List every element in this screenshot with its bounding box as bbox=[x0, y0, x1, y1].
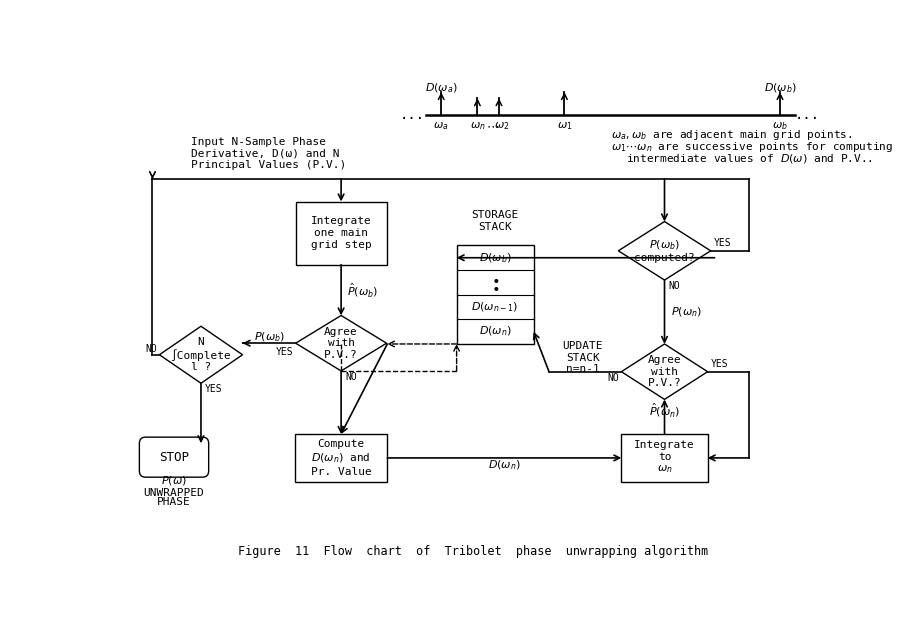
Text: intermediate values of $D(\omega)$ and P.V..: intermediate values of $D(\omega)$ and P… bbox=[626, 152, 873, 165]
Text: $D(\omega_b)$: $D(\omega_b)$ bbox=[763, 82, 796, 95]
Text: $\hat{P}(\omega_n)$: $\hat{P}(\omega_n)$ bbox=[649, 401, 680, 419]
Text: PHASE: PHASE bbox=[157, 497, 191, 507]
Text: $D(\omega_a)$: $D(\omega_a)$ bbox=[425, 82, 457, 95]
Bar bbox=[296, 201, 386, 265]
Text: $D(\omega_n)$: $D(\omega_n)$ bbox=[488, 459, 521, 472]
Text: Agree
with
P.V.?: Agree with P.V.? bbox=[648, 355, 681, 388]
Text: $P(\omega_b)$
computed?: $P(\omega_b)$ computed? bbox=[634, 238, 695, 263]
Text: ...: ... bbox=[796, 108, 821, 122]
Bar bbox=[295, 434, 387, 482]
Text: YES: YES bbox=[711, 359, 728, 369]
Text: STORAGE
STACK: STORAGE STACK bbox=[471, 210, 518, 231]
Text: YES: YES bbox=[714, 238, 732, 248]
Text: NO: NO bbox=[345, 372, 357, 382]
Text: $\bullet$: $\bullet$ bbox=[491, 271, 499, 286]
Text: Agree
with
P.V.?: Agree with P.V.? bbox=[324, 327, 358, 360]
Bar bbox=[456, 245, 534, 344]
Text: $D(\omega_n)$: $D(\omega_n)$ bbox=[479, 325, 512, 339]
Text: N
∫Complete
l ?: N ∫Complete l ? bbox=[171, 337, 231, 372]
Text: Figure  11  Flow  chart  of  Tribolet  phase  unwrapping algorithm: Figure 11 Flow chart of Tribolet phase u… bbox=[238, 545, 709, 557]
Text: NO: NO bbox=[668, 282, 680, 291]
Text: Integrate
one main
grid step: Integrate one main grid step bbox=[310, 216, 371, 250]
Text: YES: YES bbox=[275, 347, 294, 357]
Text: $P(\omega_n)$: $P(\omega_n)$ bbox=[671, 305, 701, 319]
Text: $D(\omega_{n-1})$: $D(\omega_{n-1})$ bbox=[471, 300, 518, 314]
Text: ...: ... bbox=[399, 108, 424, 122]
Text: UPDATE
STACK
n=n-1: UPDATE STACK n=n-1 bbox=[563, 341, 603, 374]
Text: Integrate
to
$\omega_n$: Integrate to $\omega_n$ bbox=[634, 440, 695, 475]
Text: NO: NO bbox=[145, 344, 157, 354]
Text: $P(\omega_b)$: $P(\omega_b)$ bbox=[253, 330, 285, 344]
Text: $\omega_1\cdots\omega_n$ are successive points for computing: $\omega_1\cdots\omega_n$ are successive … bbox=[611, 140, 893, 154]
Text: UNWRAPPED: UNWRAPPED bbox=[143, 488, 204, 498]
Text: $\omega_2$: $\omega_2$ bbox=[493, 120, 509, 132]
Text: $D(\omega_b)$: $D(\omega_b)$ bbox=[479, 251, 512, 265]
Text: $\omega_1$: $\omega_1$ bbox=[556, 120, 572, 132]
Text: $\omega_n$: $\omega_n$ bbox=[469, 120, 485, 132]
Text: Input N-Sample Phase
Derivative, D(ω) and N
Principal Values (P.V.): Input N-Sample Phase Derivative, D(ω) an… bbox=[191, 137, 346, 170]
Text: Compute
$D(\omega_n)$ and
Pr. Value: Compute $D(\omega_n)$ and Pr. Value bbox=[310, 440, 371, 477]
Text: $\omega_a$: $\omega_a$ bbox=[433, 120, 449, 132]
Text: NO: NO bbox=[607, 373, 619, 383]
Bar bbox=[622, 434, 708, 482]
Text: $\omega_a,\omega_b$ are adjacent main grid points.: $\omega_a,\omega_b$ are adjacent main gr… bbox=[611, 129, 852, 142]
Text: YES: YES bbox=[205, 384, 223, 394]
Text: $\omega_b$: $\omega_b$ bbox=[772, 120, 788, 132]
Text: STOP: STOP bbox=[159, 451, 189, 463]
Text: $P(\omega)$: $P(\omega)$ bbox=[161, 474, 187, 487]
Text: $\bullet$: $\bullet$ bbox=[491, 280, 499, 294]
Text: $\hat{P}(\omega_b)$: $\hat{P}(\omega_b)$ bbox=[347, 281, 378, 299]
Text: $\cdots$: $\cdots$ bbox=[486, 120, 499, 132]
